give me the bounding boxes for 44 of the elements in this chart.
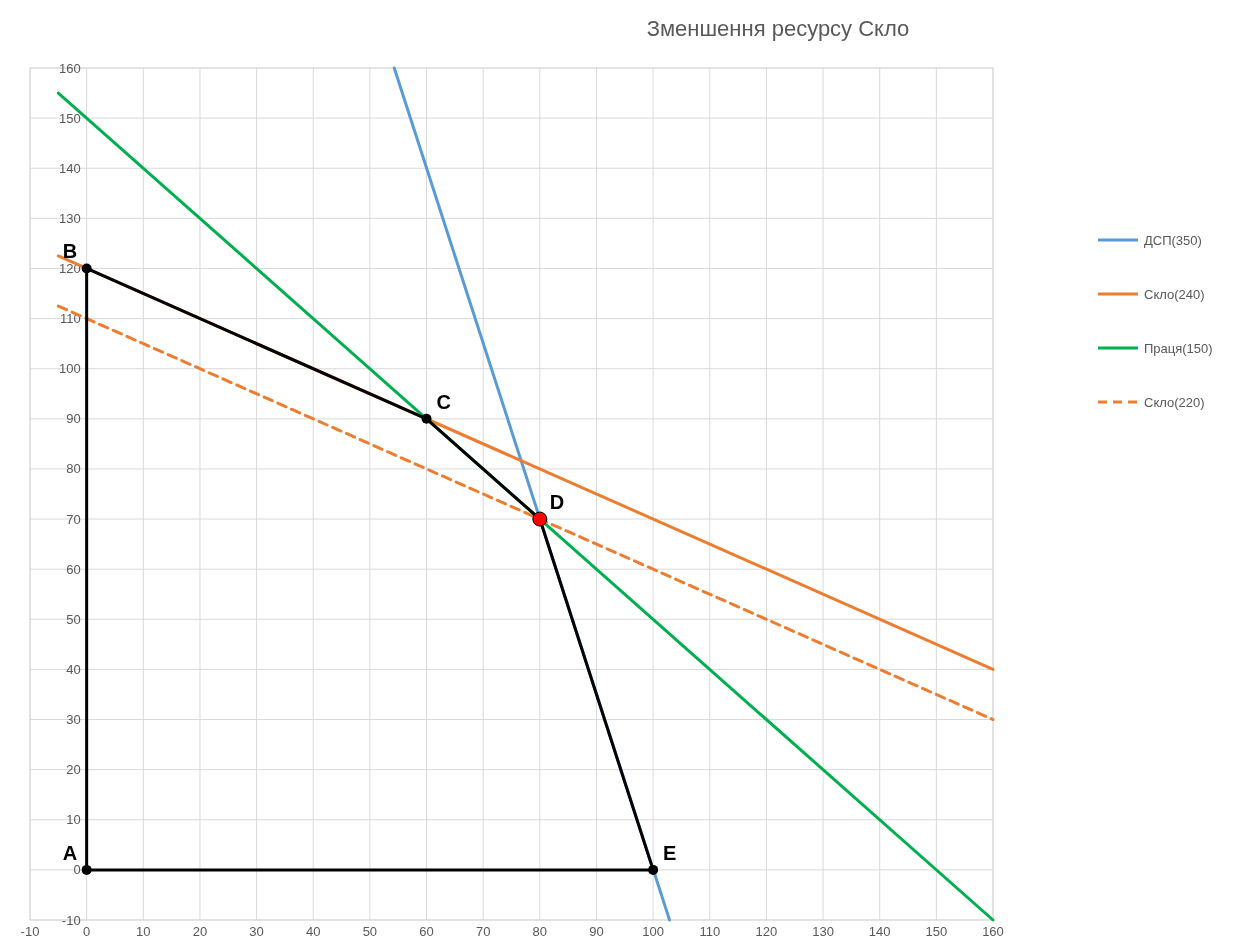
y-tick-label: 130 <box>58 210 81 226</box>
x-tick-label: 160 <box>982 924 1004 939</box>
y-tick-label: -10 <box>61 912 81 928</box>
x-tick-label: 50 <box>362 924 378 939</box>
x-tick-label: 0 <box>83 924 91 939</box>
y-tick-label: 80 <box>66 461 81 477</box>
y-tick-label: 60 <box>66 561 81 577</box>
y-tick-label: 30 <box>66 712 81 728</box>
x-tick-label: 90 <box>589 924 604 939</box>
x-tick-label: 60 <box>419 924 434 939</box>
annotation: D <box>549 491 565 514</box>
y-tick-label: 150 <box>58 110 81 126</box>
chart-title: Зменшення ресурсу Скло <box>646 16 910 41</box>
x-tick-label: 140 <box>868 924 891 939</box>
y-tick-label: 140 <box>58 160 81 176</box>
x-tick-label: 130 <box>812 924 834 939</box>
x-tick-label: 100 <box>642 924 664 939</box>
x-tick-label: -10 <box>20 924 40 939</box>
x-tick-label: 80 <box>532 924 548 939</box>
legend-label: Скло(220) <box>1144 394 1205 410</box>
legend-label: Скло(240) <box>1144 286 1205 302</box>
annotation: A <box>62 841 78 864</box>
y-tick-label: 20 <box>66 762 81 778</box>
y-tick-label: 100 <box>58 361 81 377</box>
legend-label: Праця(150) <box>1144 340 1213 356</box>
y-tick-label: 160 <box>58 60 81 76</box>
x-tick-label: 30 <box>249 924 264 939</box>
x-tick-label: 40 <box>306 924 321 939</box>
x-tick-label: 120 <box>755 924 778 939</box>
y-tick-label: 50 <box>66 611 81 627</box>
y-tick-label: 90 <box>66 411 81 427</box>
annotation: B <box>62 240 78 263</box>
x-tick-label: 20 <box>192 924 208 939</box>
x-tick-label: 70 <box>475 924 491 939</box>
annotation: C <box>436 390 451 413</box>
x-tick-label: 110 <box>699 924 721 939</box>
legend-label: ДСП(350) <box>1144 232 1202 248</box>
y-tick-label: 10 <box>66 812 81 828</box>
y-tick-label: 40 <box>66 661 81 677</box>
y-tick-label: 0 <box>73 862 81 878</box>
x-tick-label: 10 <box>136 924 151 939</box>
x-tick-label: 150 <box>925 924 948 939</box>
y-tick-label: 70 <box>66 511 81 527</box>
annotation: E <box>663 841 677 864</box>
